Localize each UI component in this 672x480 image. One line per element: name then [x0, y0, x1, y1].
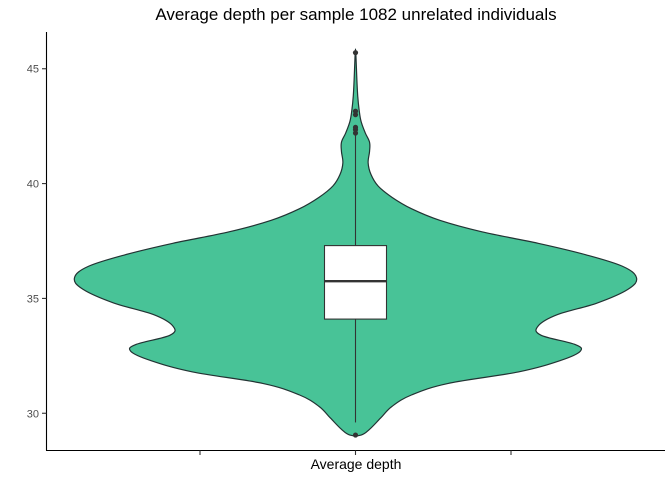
- outlier-point: [352, 432, 359, 438]
- y-tick-label: 30: [27, 408, 39, 420]
- outlier-point: [352, 124, 359, 130]
- outlier-point: [352, 50, 359, 56]
- outlier-point: [352, 108, 359, 114]
- plot-area: [73, 48, 638, 438]
- y-tick-label: 45: [27, 64, 39, 76]
- x-axis-ticks: [199, 450, 512, 455]
- y-tick-label: 40: [27, 179, 39, 191]
- y-axis-ticks: 30 35 40 45: [27, 64, 47, 420]
- chart-title: Average depth per sample 1082 unrelated …: [155, 5, 556, 24]
- x-axis-title: Average depth: [311, 456, 402, 472]
- y-tick-label: 35: [27, 293, 39, 305]
